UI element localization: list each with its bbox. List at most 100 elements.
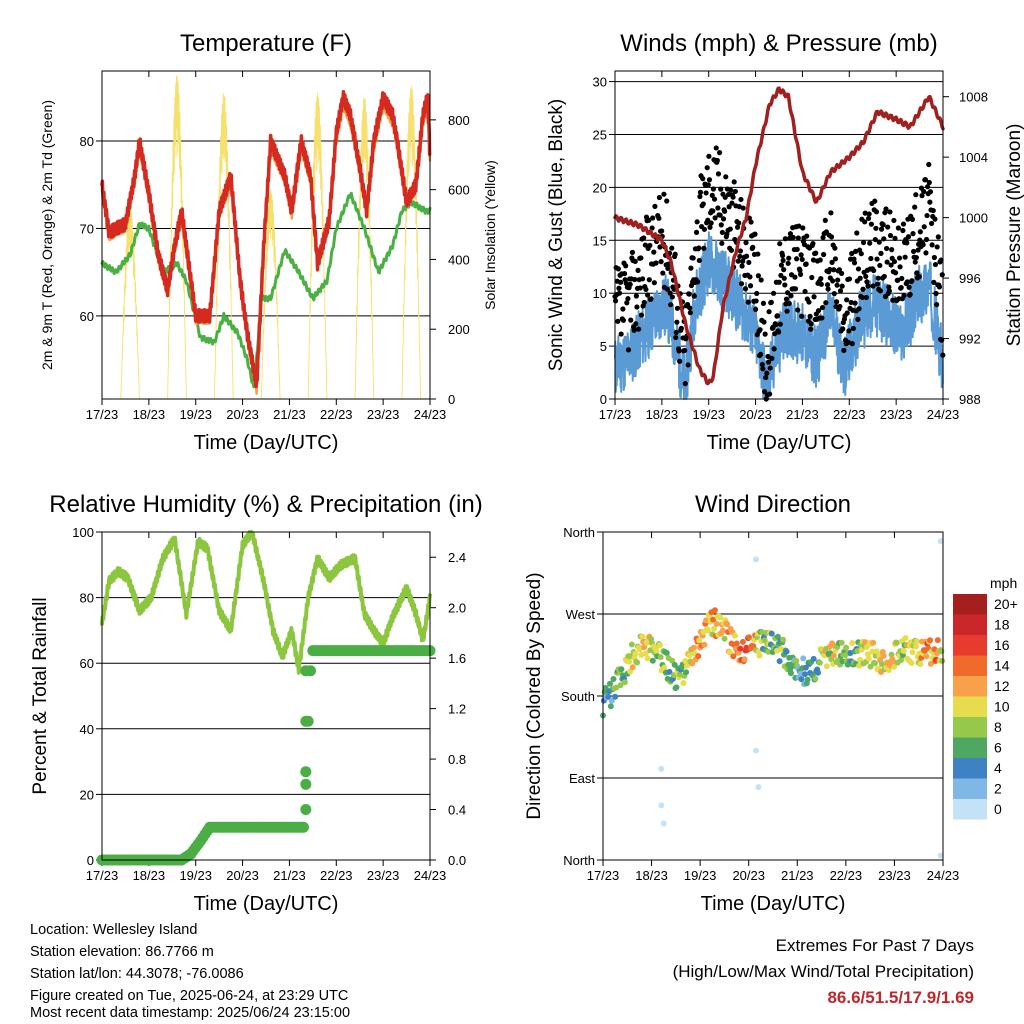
colorbar-swatch	[953, 799, 987, 820]
direction-point	[658, 765, 665, 772]
direction-point	[839, 658, 846, 665]
humidity-line	[100, 530, 432, 675]
gust-point	[889, 247, 895, 253]
gust-point	[761, 319, 767, 325]
direction-point	[618, 666, 625, 673]
gust-point	[687, 305, 693, 311]
x-tick-label: 18/23	[133, 868, 166, 883]
gust-point	[726, 204, 732, 210]
direction-point	[726, 649, 733, 656]
plot-frame	[602, 531, 944, 861]
x-tick-label: 23/23	[367, 868, 400, 883]
gust-point	[810, 240, 816, 247]
gust-point	[851, 256, 857, 262]
direction-point	[804, 676, 811, 683]
direction-point	[663, 649, 670, 656]
gust-point	[929, 242, 935, 248]
direction-point	[843, 644, 850, 651]
gust-point	[780, 257, 786, 263]
gust-point	[632, 276, 638, 283]
gust-point	[926, 161, 932, 168]
y2-tick-label: 1.2	[448, 702, 466, 717]
gust-point	[797, 271, 804, 277]
direction-point	[893, 639, 900, 646]
gust-point	[634, 304, 640, 310]
gust-point	[834, 282, 840, 288]
gust-point	[743, 253, 750, 259]
y2-tick-label: 0	[448, 392, 455, 407]
gust-point	[930, 207, 936, 214]
gust-point	[651, 280, 657, 286]
gust-point	[765, 359, 772, 365]
gust-point	[804, 233, 810, 239]
gust-point	[703, 190, 709, 196]
gust-point	[706, 177, 713, 183]
precip-point	[300, 665, 312, 677]
gust-point	[641, 235, 647, 241]
direction-point	[774, 633, 781, 640]
gust-point	[852, 300, 858, 306]
direction-point	[869, 648, 876, 655]
gust-point	[718, 222, 724, 228]
gust-point	[773, 322, 779, 328]
direction-point	[913, 638, 920, 645]
gust-point	[835, 277, 841, 283]
gust-point	[677, 358, 683, 364]
gust-point	[870, 283, 876, 289]
gust-point	[638, 312, 645, 318]
gust-point	[817, 257, 823, 263]
direction-point	[898, 656, 905, 663]
direction-point	[686, 652, 693, 659]
gust-point	[824, 282, 831, 288]
gust-point	[778, 272, 784, 279]
gust-point	[725, 191, 732, 198]
gust-point	[665, 265, 671, 272]
gust-point	[633, 293, 639, 299]
gust-point	[674, 305, 681, 311]
colorbar-label: 6	[994, 740, 1002, 756]
gust-point	[729, 200, 735, 206]
gust-point	[939, 337, 945, 343]
gust-point	[849, 250, 855, 257]
gust-point	[924, 212, 930, 219]
gust-point	[752, 306, 759, 312]
gust-point	[878, 250, 884, 256]
gust-point	[884, 259, 890, 265]
x-tick-label: 23/23	[367, 407, 400, 422]
gust-point	[921, 188, 927, 195]
direction-point	[934, 637, 941, 644]
gust-point	[874, 256, 880, 262]
gust-point	[802, 288, 808, 295]
gust-point	[667, 290, 673, 296]
gust-point	[701, 245, 707, 251]
gust-point	[797, 267, 803, 274]
gust-point	[841, 347, 847, 353]
location-text: Location: Wellesley Island	[30, 922, 198, 938]
y-tick-label: West	[566, 607, 596, 622]
gust-point	[866, 211, 872, 217]
gust-point	[737, 248, 743, 254]
y-tick-label: 5	[600, 339, 607, 354]
gust-point	[857, 275, 863, 281]
direction-point	[704, 627, 711, 634]
y2-tick-label: 1004	[959, 150, 988, 165]
direction-point	[838, 639, 845, 646]
gust-point	[860, 286, 866, 292]
x-tick-label: 18/23	[133, 407, 166, 422]
extremes-subtitle: (High/Low/Max Wind/Total Precipitation)	[672, 962, 974, 981]
temp-9m-line	[100, 101, 432, 395]
gust-point	[936, 284, 943, 290]
gust-point	[697, 193, 703, 200]
gust-point	[732, 188, 738, 195]
direction-point	[787, 670, 794, 677]
gust-point	[718, 186, 724, 192]
gust-point	[748, 219, 754, 225]
gust-point	[697, 189, 704, 195]
gust-point	[827, 266, 833, 273]
x-tick-label: 21/23	[273, 868, 306, 883]
gust-point	[765, 353, 771, 360]
gust-point	[694, 219, 700, 225]
created-text: Figure created on Tue, 2025-06-24, at 23…	[30, 988, 349, 1004]
colorbar-label: 18	[994, 617, 1010, 633]
y-tick-label: 20	[80, 787, 94, 802]
